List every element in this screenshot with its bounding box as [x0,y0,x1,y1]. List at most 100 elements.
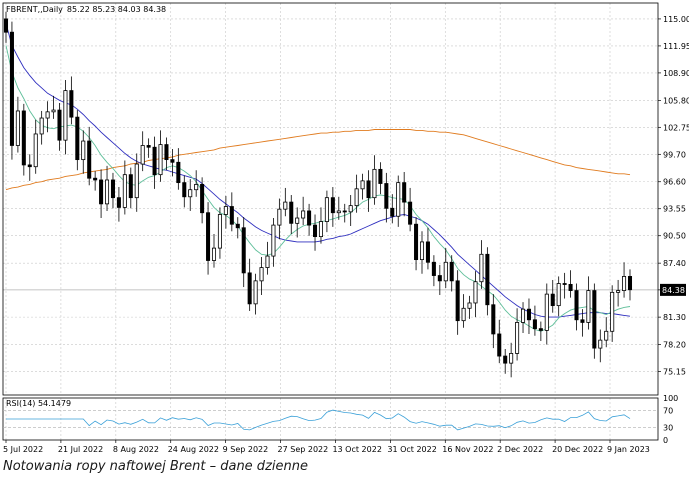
candle-down [313,224,318,238]
candle-down [378,168,383,184]
candle-down [342,210,347,213]
time-tick-label: 31 Oct 2022 [387,445,436,454]
rsi-label: RSI(14) 54.1479 [6,399,71,408]
candle-down [229,206,234,225]
candle-down [110,179,115,199]
candle-up [521,308,526,323]
candle-down [116,197,121,208]
time-tick-label: 20 Dec 2022 [552,445,603,454]
candle-down [592,290,597,349]
candle-up [616,290,621,293]
candle-up [271,224,276,257]
ma-long-line [5,129,631,191]
candle-up [622,276,627,291]
time-tick-label: 8 Aug 2022 [113,445,159,454]
candle-up [158,144,163,176]
candle-down [408,201,413,225]
candle-down [503,355,508,364]
ma-short-line [5,45,631,332]
rsi-tick-label: 30 [663,423,673,432]
candle-down [580,319,585,323]
rsi-tick-label: 100 [663,394,678,403]
time-tick-label: 13 Oct 2022 [332,445,381,454]
candle-up [51,109,56,113]
candle-down [414,223,419,261]
price-tick-label: 99.70 [663,150,686,159]
price-chart: 115.00 111.95 108.90 105.80 102.75 99.70 96.60… [2,2,689,454]
candle-down [27,164,32,168]
candle-up [604,330,609,341]
candle-up [473,281,478,304]
candle-up [105,179,110,205]
candle-down [627,276,633,291]
chart-grid [3,3,658,440]
candle-up [63,90,68,141]
candle-up [354,188,359,207]
candle-up [467,302,472,309]
candle-down [538,328,543,331]
candle-up [134,163,139,199]
candle-up [277,208,282,226]
candle-up [318,221,323,238]
candle-down [170,159,175,163]
candle-down [87,140,92,179]
candle-up [515,322,520,354]
candle-down [497,333,502,357]
candle-down [402,182,407,203]
candle-up [39,117,44,135]
price-tick-label: 81.30 [663,313,686,322]
rsi-pane: 100 70 30 0 [3,394,678,445]
candle-down [568,283,573,291]
candle-down [455,280,460,322]
price-tick-label: 75.15 [663,368,686,377]
time-tick-label: 24 Aug 2022 [168,445,219,454]
candle-up [372,168,377,199]
time-tick-label: 2 Dec 2022 [497,445,543,454]
candle-up [419,241,425,261]
candle-down [431,261,436,276]
candle-up [610,291,615,332]
candle-up [461,307,466,322]
candle-down [384,183,389,209]
candle-down [437,275,442,282]
candle-down [152,146,157,176]
candle-up [586,290,591,323]
candle-down [3,18,9,33]
candle-down [146,145,151,148]
time-tick-label: 5 Jul 2022 [3,445,43,454]
rsi-tick-label: 0 [663,436,668,445]
candle-down [366,180,371,199]
candle-up [140,145,145,165]
candle-up [598,339,603,349]
candle-down [289,201,294,224]
candle-down [307,210,312,226]
candle-down [485,253,490,306]
candle-up [324,197,329,222]
time-tick-label: 27 Sep 2022 [278,445,329,454]
candle-up [15,110,20,146]
candle-down [526,308,531,321]
candle-down [128,174,133,199]
candle-up [283,201,288,210]
candle-down [182,182,187,198]
current-price-badge [660,283,686,296]
current-price-label: 84.38 [662,286,685,295]
chart-frame [2,2,659,441]
candle-down [69,90,74,118]
candle-down [164,144,169,161]
price-tick-label: 115.00 [663,15,689,24]
candle-up [211,247,217,261]
candle-down [57,109,62,141]
candle-down [425,241,430,263]
candle-down [200,183,205,214]
price-tick-label: 102.75 [663,123,689,132]
price-tick-label: 105.80 [663,96,689,105]
candle-up [223,206,228,215]
time-tick-label: 21 Jul 2022 [58,445,103,454]
time-tick-label: 9 Sep 2022 [223,445,269,454]
rsi-pane-frame [2,397,659,441]
candle-up [509,353,514,364]
candle-down [491,304,496,335]
candle-down [330,197,335,214]
candle-down [9,31,14,146]
